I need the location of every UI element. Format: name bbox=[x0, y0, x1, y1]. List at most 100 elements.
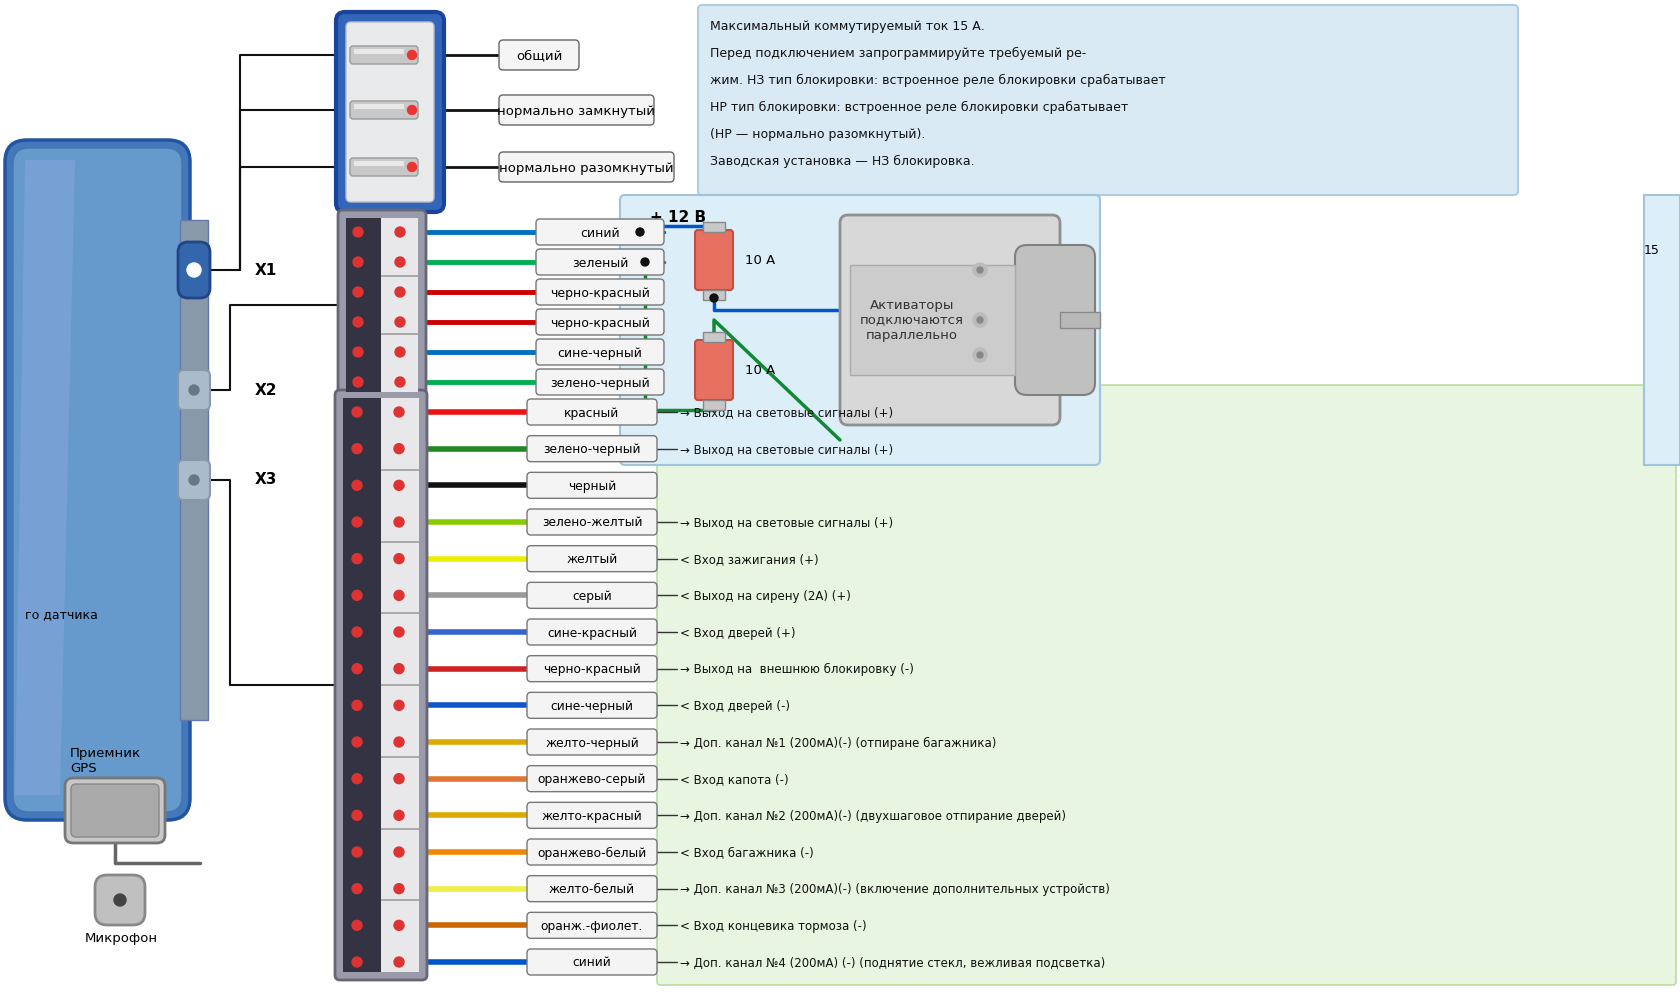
Text: < Выход на сирену (2А) (+): < Выход на сирену (2А) (+) bbox=[680, 590, 850, 603]
Text: + 12 В: + 12 В bbox=[650, 210, 706, 225]
Circle shape bbox=[973, 348, 986, 362]
Circle shape bbox=[114, 894, 126, 906]
FancyBboxPatch shape bbox=[349, 46, 418, 64]
Text: го датчика: го датчика bbox=[25, 609, 97, 622]
Bar bbox=[702, 400, 724, 410]
FancyBboxPatch shape bbox=[528, 875, 657, 901]
FancyBboxPatch shape bbox=[178, 460, 210, 500]
Circle shape bbox=[973, 263, 986, 277]
Circle shape bbox=[393, 883, 403, 893]
FancyBboxPatch shape bbox=[499, 95, 654, 125]
Circle shape bbox=[353, 377, 363, 387]
Bar bbox=[381, 613, 418, 615]
FancyBboxPatch shape bbox=[528, 619, 657, 645]
Circle shape bbox=[635, 228, 643, 236]
Circle shape bbox=[976, 317, 983, 323]
Circle shape bbox=[393, 553, 403, 563]
FancyBboxPatch shape bbox=[178, 242, 210, 298]
Text: Максимальный коммутируемый ток 15 А.: Максимальный коммутируемый ток 15 А. bbox=[709, 20, 984, 33]
Circle shape bbox=[351, 737, 361, 747]
Bar bbox=[381, 333, 418, 335]
FancyBboxPatch shape bbox=[336, 12, 444, 212]
Circle shape bbox=[353, 317, 363, 327]
Circle shape bbox=[407, 50, 417, 59]
FancyBboxPatch shape bbox=[96, 875, 144, 925]
FancyBboxPatch shape bbox=[694, 340, 732, 400]
Text: зелено-черный: зелено-черный bbox=[543, 444, 640, 456]
FancyBboxPatch shape bbox=[528, 949, 657, 975]
Text: → Доп. канал №3 (200мА)(-) (включение дополнительных устройств): → Доп. канал №3 (200мА)(-) (включение до… bbox=[680, 883, 1109, 896]
FancyBboxPatch shape bbox=[528, 656, 657, 682]
Text: синий: синий bbox=[573, 957, 612, 970]
FancyBboxPatch shape bbox=[536, 369, 664, 395]
FancyBboxPatch shape bbox=[528, 582, 657, 609]
Text: желто-красный: желто-красный bbox=[541, 810, 642, 823]
Circle shape bbox=[973, 313, 986, 327]
FancyBboxPatch shape bbox=[536, 219, 664, 245]
Text: зеленый: зеленый bbox=[571, 257, 628, 270]
Text: X2: X2 bbox=[255, 382, 277, 397]
FancyBboxPatch shape bbox=[536, 279, 664, 305]
Text: ∅: ∅ bbox=[652, 233, 665, 247]
Circle shape bbox=[351, 627, 361, 637]
Text: жим. НЗ тип блокировки: встроенное реле блокировки срабатывает: жим. НЗ тип блокировки: встроенное реле … bbox=[709, 74, 1164, 88]
Circle shape bbox=[353, 257, 363, 267]
Text: < Вход зажигания (+): < Вход зажигания (+) bbox=[680, 553, 818, 566]
FancyBboxPatch shape bbox=[528, 766, 657, 792]
Circle shape bbox=[395, 287, 405, 297]
Circle shape bbox=[395, 377, 405, 387]
Text: < Вход дверей (+): < Вход дверей (+) bbox=[680, 627, 795, 640]
Text: → Доп. канал №4 (200мА) (-) (поднятие стекл, вежливая подсветка): → Доп. канал №4 (200мА) (-) (поднятие ст… bbox=[680, 957, 1104, 970]
Text: зелено-желтый: зелено-желтый bbox=[541, 516, 642, 529]
Circle shape bbox=[976, 267, 983, 273]
Text: < Вход капота (-): < Вход капота (-) bbox=[680, 774, 788, 786]
FancyBboxPatch shape bbox=[528, 436, 657, 462]
FancyBboxPatch shape bbox=[528, 509, 657, 535]
FancyBboxPatch shape bbox=[499, 40, 578, 70]
Circle shape bbox=[188, 385, 198, 395]
Text: → Доп. канал №2 (200мА)(-) (двухшаговое отпирание дверей): → Доп. канал №2 (200мА)(-) (двухшаговое … bbox=[680, 810, 1065, 823]
Bar bbox=[180, 220, 208, 720]
Circle shape bbox=[393, 664, 403, 674]
Circle shape bbox=[351, 774, 361, 784]
FancyBboxPatch shape bbox=[338, 210, 425, 400]
Bar bbox=[850, 265, 1015, 375]
Text: сине-черный: сине-черный bbox=[558, 346, 642, 359]
Circle shape bbox=[188, 475, 198, 485]
Text: черно-красный: черно-красный bbox=[543, 663, 640, 676]
FancyBboxPatch shape bbox=[528, 729, 657, 754]
Bar bbox=[381, 828, 418, 830]
Bar bbox=[702, 332, 724, 342]
FancyBboxPatch shape bbox=[620, 195, 1099, 465]
Circle shape bbox=[351, 700, 361, 710]
Text: сине-черный: сине-черный bbox=[549, 700, 633, 713]
Text: общий: общий bbox=[516, 49, 561, 62]
Text: < Вход багажника (-): < Вход багажника (-) bbox=[680, 846, 813, 859]
Text: черно-красный: черно-красный bbox=[549, 287, 650, 300]
Text: оранжево-белый: оранжево-белый bbox=[538, 846, 647, 859]
Bar bbox=[381, 756, 418, 758]
Text: → Выход на световые сигналы (+): → Выход на световые сигналы (+) bbox=[680, 406, 892, 420]
Circle shape bbox=[393, 444, 403, 454]
Bar bbox=[354, 104, 403, 109]
Text: (НР — нормально разомкнутый).: (НР — нормально разомкнутый). bbox=[709, 128, 924, 141]
Text: красный: красный bbox=[564, 406, 620, 420]
Circle shape bbox=[393, 627, 403, 637]
Circle shape bbox=[351, 920, 361, 931]
Polygon shape bbox=[15, 160, 76, 795]
Bar bbox=[1060, 312, 1099, 328]
Circle shape bbox=[407, 106, 417, 115]
Text: желто-черный: желто-черный bbox=[544, 736, 638, 749]
Text: < Вход концевика тормоза (-): < Вход концевика тормоза (-) bbox=[680, 919, 867, 933]
Bar bbox=[346, 218, 381, 392]
Bar bbox=[381, 469, 418, 471]
Circle shape bbox=[351, 957, 361, 967]
Text: желто-белый: желто-белый bbox=[549, 883, 635, 896]
Text: → Выход на световые сигналы (+): → Выход на световые сигналы (+) bbox=[680, 516, 892, 529]
Text: → Выход на  внешнюю блокировку (-): → Выход на внешнюю блокировку (-) bbox=[680, 663, 914, 676]
FancyBboxPatch shape bbox=[528, 839, 657, 865]
Circle shape bbox=[393, 700, 403, 710]
FancyBboxPatch shape bbox=[694, 230, 732, 290]
Circle shape bbox=[351, 591, 361, 601]
Text: X3: X3 bbox=[255, 473, 277, 488]
